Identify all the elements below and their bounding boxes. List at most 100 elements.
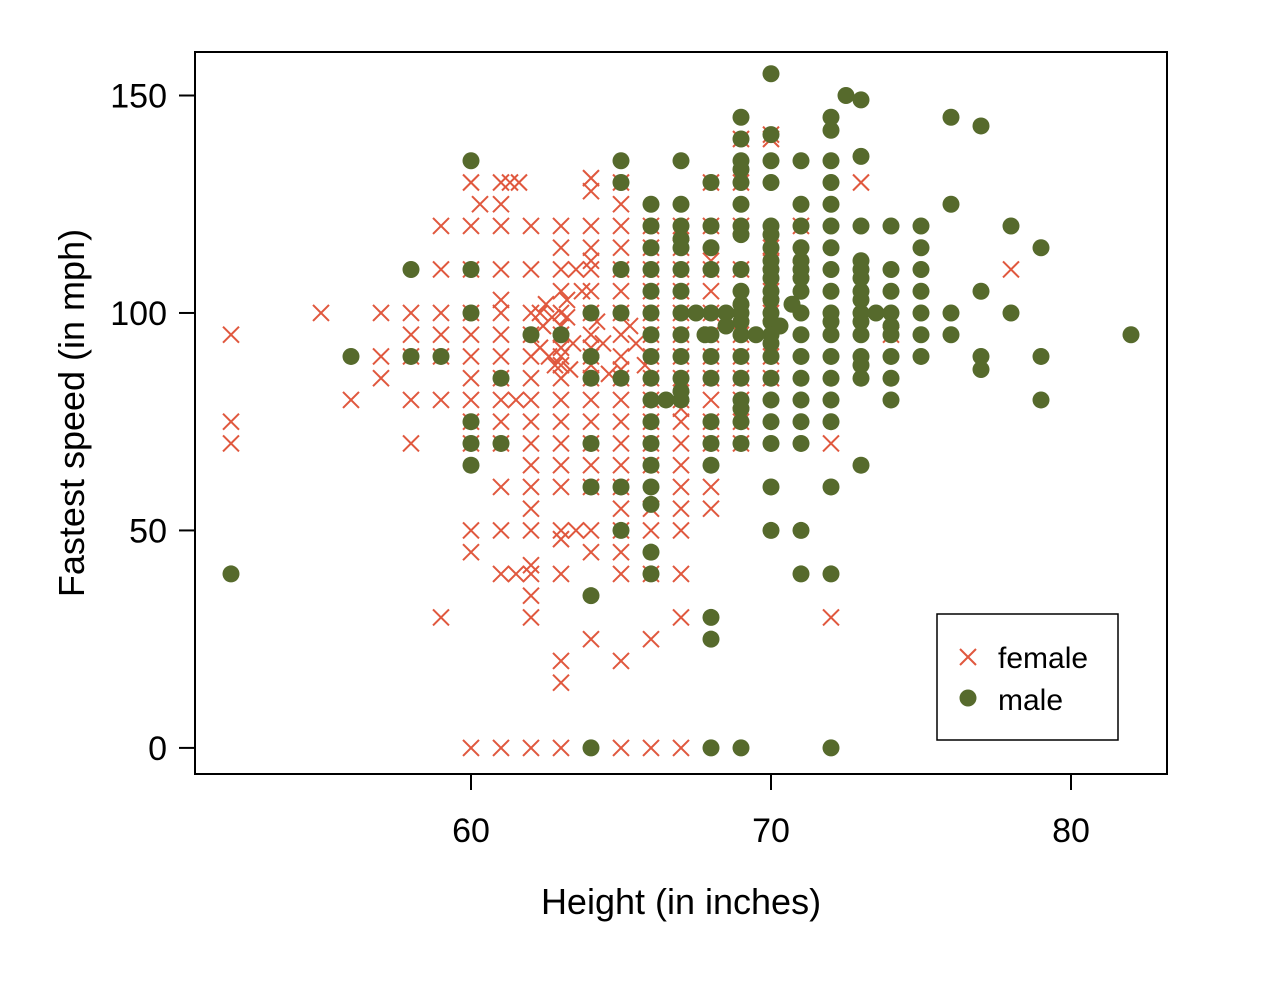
female-point <box>612 499 630 518</box>
female-point <box>612 412 630 431</box>
y-axis-label: Fastest speed (in mph) <box>51 229 92 597</box>
legend-male-label: male <box>998 684 1063 717</box>
male-point <box>822 391 840 409</box>
female-point <box>612 282 630 300</box>
male-point <box>732 195 750 213</box>
female-point <box>522 412 540 431</box>
female-point <box>492 347 510 366</box>
female-point <box>492 217 510 235</box>
female-legend-marker <box>959 648 977 666</box>
female-point <box>642 521 660 540</box>
female-point <box>507 391 525 409</box>
male-point <box>642 391 660 409</box>
male-point <box>852 326 870 344</box>
male-point <box>771 317 789 335</box>
male-point <box>822 217 840 235</box>
male-point <box>852 291 870 309</box>
female-point <box>372 369 390 387</box>
male-point <box>852 91 870 109</box>
female-point <box>582 260 600 279</box>
female-point <box>492 304 510 322</box>
female-point <box>627 334 645 353</box>
female-point <box>432 391 450 409</box>
female-point <box>522 521 540 540</box>
male-point <box>1032 347 1050 365</box>
male-point <box>822 413 840 431</box>
female-point <box>501 173 519 192</box>
female-point <box>582 630 600 648</box>
male-point <box>912 304 930 322</box>
male-point <box>762 269 780 287</box>
male-legend-marker <box>959 689 977 707</box>
male-point <box>642 495 660 513</box>
female-point <box>222 434 240 453</box>
female-point <box>612 239 630 257</box>
female-point <box>672 739 690 757</box>
female-point <box>594 334 612 353</box>
female-point <box>1002 260 1020 279</box>
male-point <box>462 434 480 452</box>
male-point <box>822 239 840 257</box>
female-point <box>462 326 480 344</box>
female-point <box>312 304 330 322</box>
male-point <box>732 400 750 418</box>
male-point <box>612 304 630 322</box>
male-point <box>822 347 840 365</box>
male-point <box>732 108 750 126</box>
male-point <box>672 260 690 278</box>
male-point <box>402 347 420 365</box>
female-point <box>492 478 510 496</box>
female-point <box>222 326 240 344</box>
plot-frame <box>194 51 1168 775</box>
male-point <box>822 108 840 126</box>
male-point <box>882 260 900 278</box>
male-point <box>822 195 840 213</box>
male-point <box>582 369 600 387</box>
male-point <box>462 413 480 431</box>
female-point <box>462 521 480 540</box>
male-point <box>882 391 900 409</box>
male-point <box>222 565 240 583</box>
male-point <box>672 282 690 300</box>
male-point <box>642 413 660 431</box>
male-point <box>762 291 780 309</box>
female-point <box>552 478 570 496</box>
y-tick-label: 150 <box>110 77 167 115</box>
female-point <box>612 652 630 670</box>
male-point <box>642 217 660 235</box>
male-point <box>792 347 810 365</box>
male-point <box>552 326 570 344</box>
female-point <box>612 543 630 561</box>
female-point <box>492 195 510 213</box>
male-point <box>732 347 750 365</box>
female-point <box>402 391 420 409</box>
male-point <box>702 239 720 257</box>
male-point <box>792 304 810 322</box>
male-point <box>642 326 660 344</box>
male-point <box>642 260 660 278</box>
male-point <box>882 282 900 300</box>
male-point <box>762 239 780 257</box>
female-point <box>522 369 540 387</box>
male-point <box>822 282 840 300</box>
male-point <box>462 260 480 278</box>
male-point <box>702 217 720 235</box>
y-tick-label: 100 <box>110 295 167 333</box>
male-point <box>912 239 930 257</box>
male-point <box>822 260 840 278</box>
female-point <box>402 434 420 453</box>
male-point <box>732 160 750 178</box>
x-tick-label: 60 <box>452 812 490 850</box>
male-point <box>852 369 870 387</box>
female-point <box>582 182 600 200</box>
male-point <box>672 152 690 170</box>
female-point <box>372 347 390 366</box>
male-point <box>942 195 960 213</box>
male-point <box>792 282 810 300</box>
male-point <box>732 260 750 278</box>
legend-female-label: female <box>998 642 1088 675</box>
male-point <box>702 326 720 344</box>
male-point <box>822 739 840 757</box>
male-point <box>792 369 810 387</box>
male-point <box>1002 304 1020 322</box>
